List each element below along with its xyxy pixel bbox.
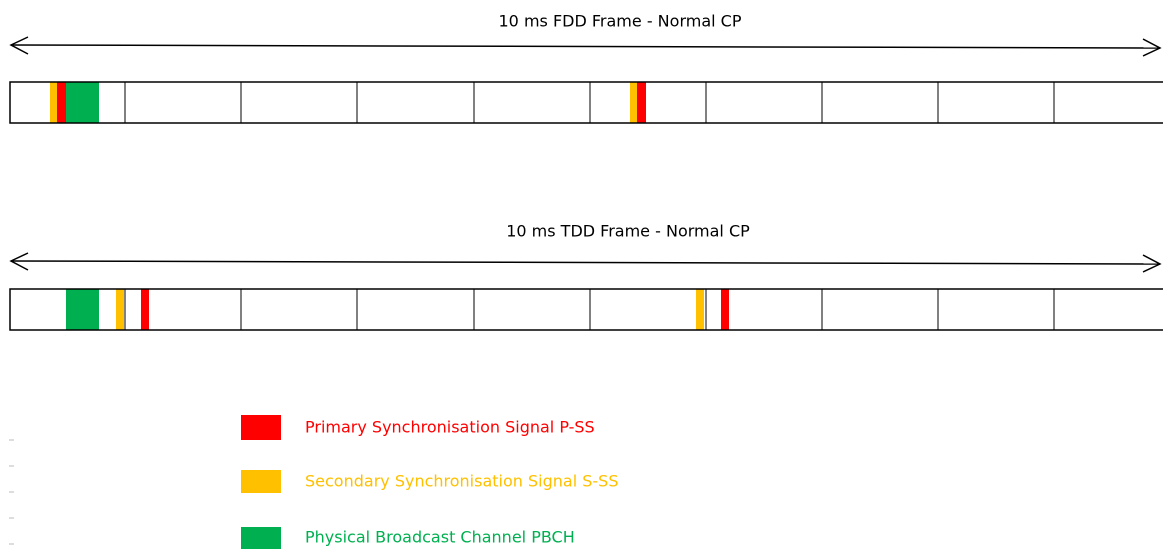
fdd-arrow	[9, 36, 1162, 57]
legend-swatch	[241, 527, 281, 549]
fdd-title: 10 ms FDD Frame - Normal CP	[499, 12, 742, 31]
tdd-arrow	[9, 252, 1162, 273]
tdd-title: 10 ms TDD Frame - Normal CP	[506, 222, 750, 241]
fdd-frame	[9, 81, 1163, 124]
legend-label: Physical Broadcast Channel PBCH	[305, 528, 575, 547]
margin-dashes	[9, 439, 14, 545]
legend-swatch	[241, 470, 281, 493]
tdd-frame	[9, 288, 1163, 331]
legend-label: Secondary Synchronisation Signal S-SS	[305, 472, 618, 491]
legend-swatch	[241, 415, 281, 440]
legend-label: Primary Synchronisation Signal P-SS	[305, 418, 595, 437]
legend: Primary Synchronisation Signal P-SS Seco…	[241, 415, 618, 549]
